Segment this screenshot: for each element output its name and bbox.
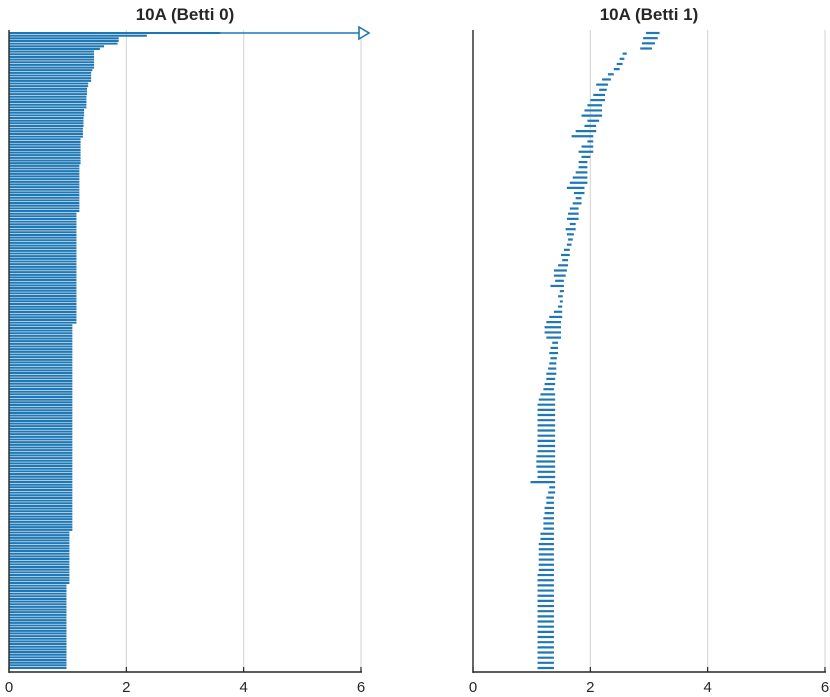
infinite-arrow-head	[358, 25, 371, 41]
x-tick-label: 6	[357, 679, 365, 696]
betti-0-barcode-panel: 0 2 4 6 10A (Betti 0)	[5, 5, 371, 696]
x-tick-label: 2	[122, 679, 130, 696]
x-tick-label: 4	[703, 679, 711, 696]
chart-title: 10A (Betti 0)	[136, 5, 235, 24]
x-tick-label: 4	[239, 679, 247, 696]
x-tick-label: 0	[469, 679, 477, 696]
x-tick-label: 6	[821, 679, 829, 696]
chart-title: 10A (Betti 1)	[600, 5, 699, 24]
betti-1-barcode-panel: 0 2 4 6 10A (Betti 1)	[469, 5, 829, 696]
x-tick-label: 2	[586, 679, 594, 696]
x-tick-label: 0	[5, 679, 13, 696]
